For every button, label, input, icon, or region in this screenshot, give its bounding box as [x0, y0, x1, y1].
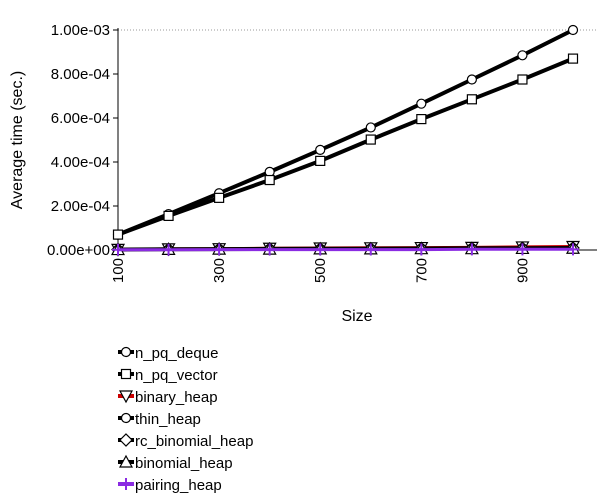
legend-label: rc_binomial_heap — [135, 433, 253, 450]
data-point — [365, 134, 376, 145]
y-tick-label: 6.00e-04 — [51, 110, 110, 127]
data-point — [264, 174, 275, 186]
legend-item: n_pq_deque — [118, 345, 218, 362]
y-tick-label: 2.00e-04 — [51, 198, 110, 215]
data-point — [466, 94, 477, 105]
legend: n_pq_deque n_pq_vector binary_heap thin_hea… — [118, 345, 253, 494]
x-tick-label: 500 — [312, 258, 329, 283]
series-n_pq_deque — [112, 24, 579, 240]
legend-marker — [118, 454, 134, 468]
y-axis-title: Average time (sec.) — [9, 71, 26, 209]
legend-label: binomial_heap — [135, 455, 233, 472]
legend-item: thin_heap — [118, 411, 201, 428]
data-point — [415, 243, 428, 256]
legend-label: n_pq_deque — [135, 345, 218, 362]
data-point — [416, 98, 427, 109]
x-tick-label: 100 — [110, 258, 127, 283]
legend-label: n_pq_vector — [135, 367, 218, 384]
legend-item: n_pq_vector — [118, 367, 218, 384]
legend-marker — [118, 390, 134, 404]
data-point — [315, 144, 326, 155]
data-point — [315, 155, 326, 166]
legend-marker — [119, 433, 133, 447]
x-tick-label: 700 — [413, 258, 430, 283]
legend-marker — [120, 346, 132, 358]
data-point — [162, 243, 175, 256]
y-tick-label: 8.00e-04 — [51, 66, 110, 83]
x-axis-title: Size — [341, 308, 372, 325]
legend-item: binary_heap — [118, 389, 218, 406]
legend-item: pairing_heap — [118, 477, 222, 494]
x-tick-label: 900 — [514, 258, 531, 283]
legend-item: rc_binomial_heap — [118, 433, 253, 450]
data-point — [517, 74, 528, 85]
ticks-layer: 0.00e+00 2.00e-04 4.00e-04 6.00e-04 8.00e-04… — [47, 22, 531, 283]
y-tick-label: 1.00e-03 — [51, 22, 110, 39]
series-line — [117, 28, 574, 237]
data-point — [163, 210, 174, 221]
data-point — [263, 243, 276, 256]
data-point — [416, 113, 427, 125]
series-layer — [110, 24, 581, 257]
y-tick-label: 4.00e-04 — [51, 154, 110, 171]
data-point — [112, 229, 124, 240]
data-point — [364, 243, 377, 256]
data-point — [112, 243, 124, 256]
axes-layer — [117, 28, 597, 251]
legend-marker — [120, 478, 132, 490]
legend-marker — [120, 368, 132, 380]
series-pairing_heap — [112, 243, 579, 256]
legend-item: binomial_heap — [118, 454, 233, 472]
data-point — [466, 74, 477, 85]
data-point — [365, 122, 376, 133]
data-point — [567, 53, 579, 64]
legend-label: binary_heap — [135, 389, 218, 406]
data-point — [567, 243, 579, 256]
legend-marker — [120, 412, 132, 424]
legend-label: thin_heap — [135, 411, 201, 428]
series-line — [117, 56, 574, 237]
y-tick-label: 0.00e+00 — [47, 242, 110, 259]
x-tick-label: 300 — [211, 258, 228, 283]
data-point — [314, 243, 327, 256]
data-point — [213, 243, 226, 256]
data-point — [214, 192, 225, 203]
series-n_pq_vector — [112, 53, 579, 240]
data-point — [517, 50, 528, 61]
data-point — [567, 24, 579, 36]
legend-label: pairing_heap — [135, 477, 222, 494]
data-point — [465, 243, 478, 256]
data-point — [516, 243, 529, 256]
series-line — [118, 247, 573, 252]
